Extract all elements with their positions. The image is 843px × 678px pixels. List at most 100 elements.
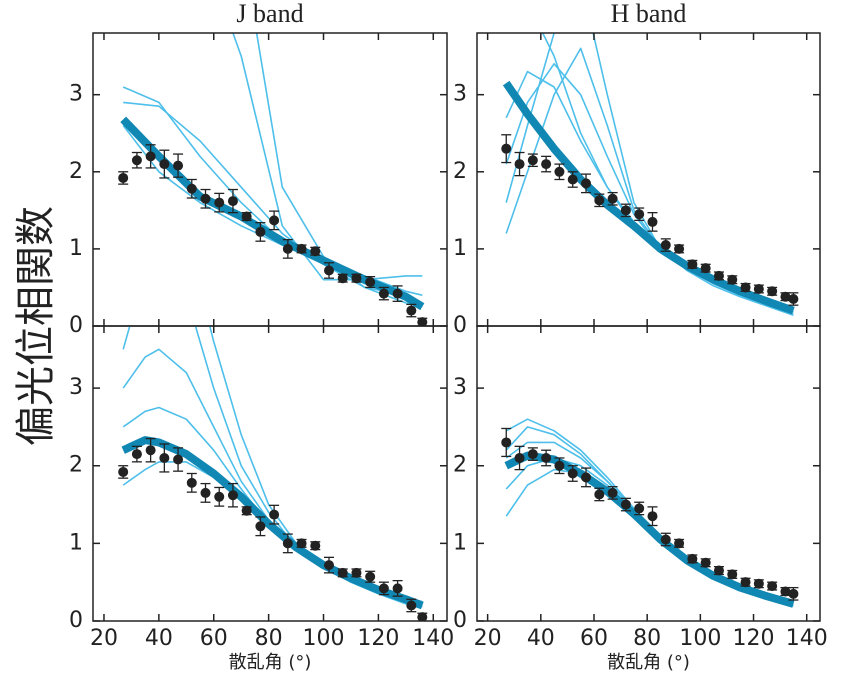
data-point	[527, 449, 538, 460]
data-point	[594, 195, 605, 206]
y-tick-label: 1	[453, 236, 467, 261]
data-point	[567, 468, 578, 479]
data-point	[607, 193, 618, 204]
x-tick-label: 100	[303, 626, 345, 651]
data-point	[365, 277, 376, 288]
data-point	[417, 317, 428, 326]
data-point	[501, 143, 512, 154]
data-point	[700, 557, 711, 568]
model-line	[121, 436, 424, 610]
data-point	[634, 503, 645, 514]
data-point	[241, 211, 252, 222]
data-point	[594, 489, 605, 500]
y-tick-label: 3	[453, 375, 467, 400]
frame	[476, 32, 821, 327]
data-point	[674, 243, 685, 254]
y-tick-label: 2	[69, 453, 83, 478]
y-tick-label: 1	[453, 530, 467, 555]
x-tick-label: 140	[786, 626, 828, 651]
plot-area	[118, 33, 428, 326]
x-tick-label: 40	[145, 626, 173, 651]
data-point	[514, 159, 525, 170]
sample-line	[122, 86, 423, 304]
data-point	[159, 452, 170, 463]
data-point	[296, 243, 307, 254]
data-point	[186, 477, 197, 488]
data-point	[310, 246, 321, 257]
y-tick-label: 3	[69, 375, 83, 400]
x-tick-label: 120	[733, 626, 775, 651]
model-line	[502, 80, 795, 315]
data-point	[727, 274, 738, 285]
data-point	[541, 452, 552, 463]
data-point	[310, 540, 321, 551]
data-point	[118, 172, 129, 183]
data-point	[227, 490, 238, 501]
data-point	[581, 178, 592, 189]
sample-line	[505, 47, 794, 316]
data-point	[296, 538, 307, 549]
data-point	[501, 437, 512, 448]
model-line	[120, 116, 425, 311]
data-point	[687, 259, 698, 270]
y-tick-label: 1	[69, 236, 83, 261]
sample-line	[122, 125, 423, 296]
data-point	[567, 174, 578, 185]
plot-area	[118, 326, 428, 621]
data-point	[173, 160, 184, 171]
data-point	[700, 263, 711, 274]
data-point	[767, 286, 778, 297]
data-point	[255, 226, 266, 237]
data-point	[727, 569, 738, 580]
panel-title: H band	[611, 0, 687, 28]
data-point	[131, 155, 142, 166]
y-tick-label: 1	[69, 530, 83, 555]
frame	[476, 325, 821, 622]
data-point	[378, 288, 389, 299]
data-point	[269, 509, 280, 520]
data-point	[324, 560, 334, 571]
data-point	[351, 567, 362, 578]
data-point	[392, 288, 403, 299]
data-point	[337, 273, 348, 284]
frame	[92, 325, 448, 622]
x-tick-label: 140	[412, 626, 454, 651]
x-tick-label: 60	[200, 626, 228, 651]
data-point	[581, 472, 592, 483]
data-point	[241, 505, 252, 516]
sample-line	[123, 101, 423, 308]
data-point	[200, 193, 211, 204]
sample-line	[505, 63, 794, 312]
x-tick-label: 80	[255, 626, 283, 651]
y-tick-label: 3	[69, 82, 83, 107]
data-point	[365, 571, 376, 582]
data-point	[647, 511, 658, 522]
data-point	[186, 183, 197, 194]
data-point	[227, 196, 238, 207]
y-tick-label: 2	[453, 453, 467, 478]
data-point	[269, 215, 280, 226]
data-point	[324, 265, 334, 276]
x-tick-label: 100	[679, 626, 721, 651]
data-point	[740, 282, 751, 293]
y-axis-label: 偏光位相関数	[13, 206, 59, 446]
x-tick-label: 20	[474, 626, 502, 651]
data-point	[713, 270, 724, 281]
data-point	[788, 588, 799, 599]
data-point	[660, 240, 671, 251]
data-point	[145, 151, 156, 162]
data-point	[687, 553, 698, 564]
frame	[92, 32, 448, 327]
data-point	[131, 449, 142, 460]
sample-line	[232, 33, 423, 281]
sample-line	[122, 348, 423, 608]
data-point	[514, 452, 525, 463]
data-point	[118, 466, 129, 477]
y-tick-label: 0	[453, 313, 467, 338]
data-point	[282, 538, 293, 549]
x-axis-label: 散乱角 (°)	[229, 652, 312, 673]
data-point	[780, 291, 791, 302]
data-point	[406, 305, 417, 316]
data-point	[780, 586, 791, 597]
data-point	[634, 209, 645, 220]
